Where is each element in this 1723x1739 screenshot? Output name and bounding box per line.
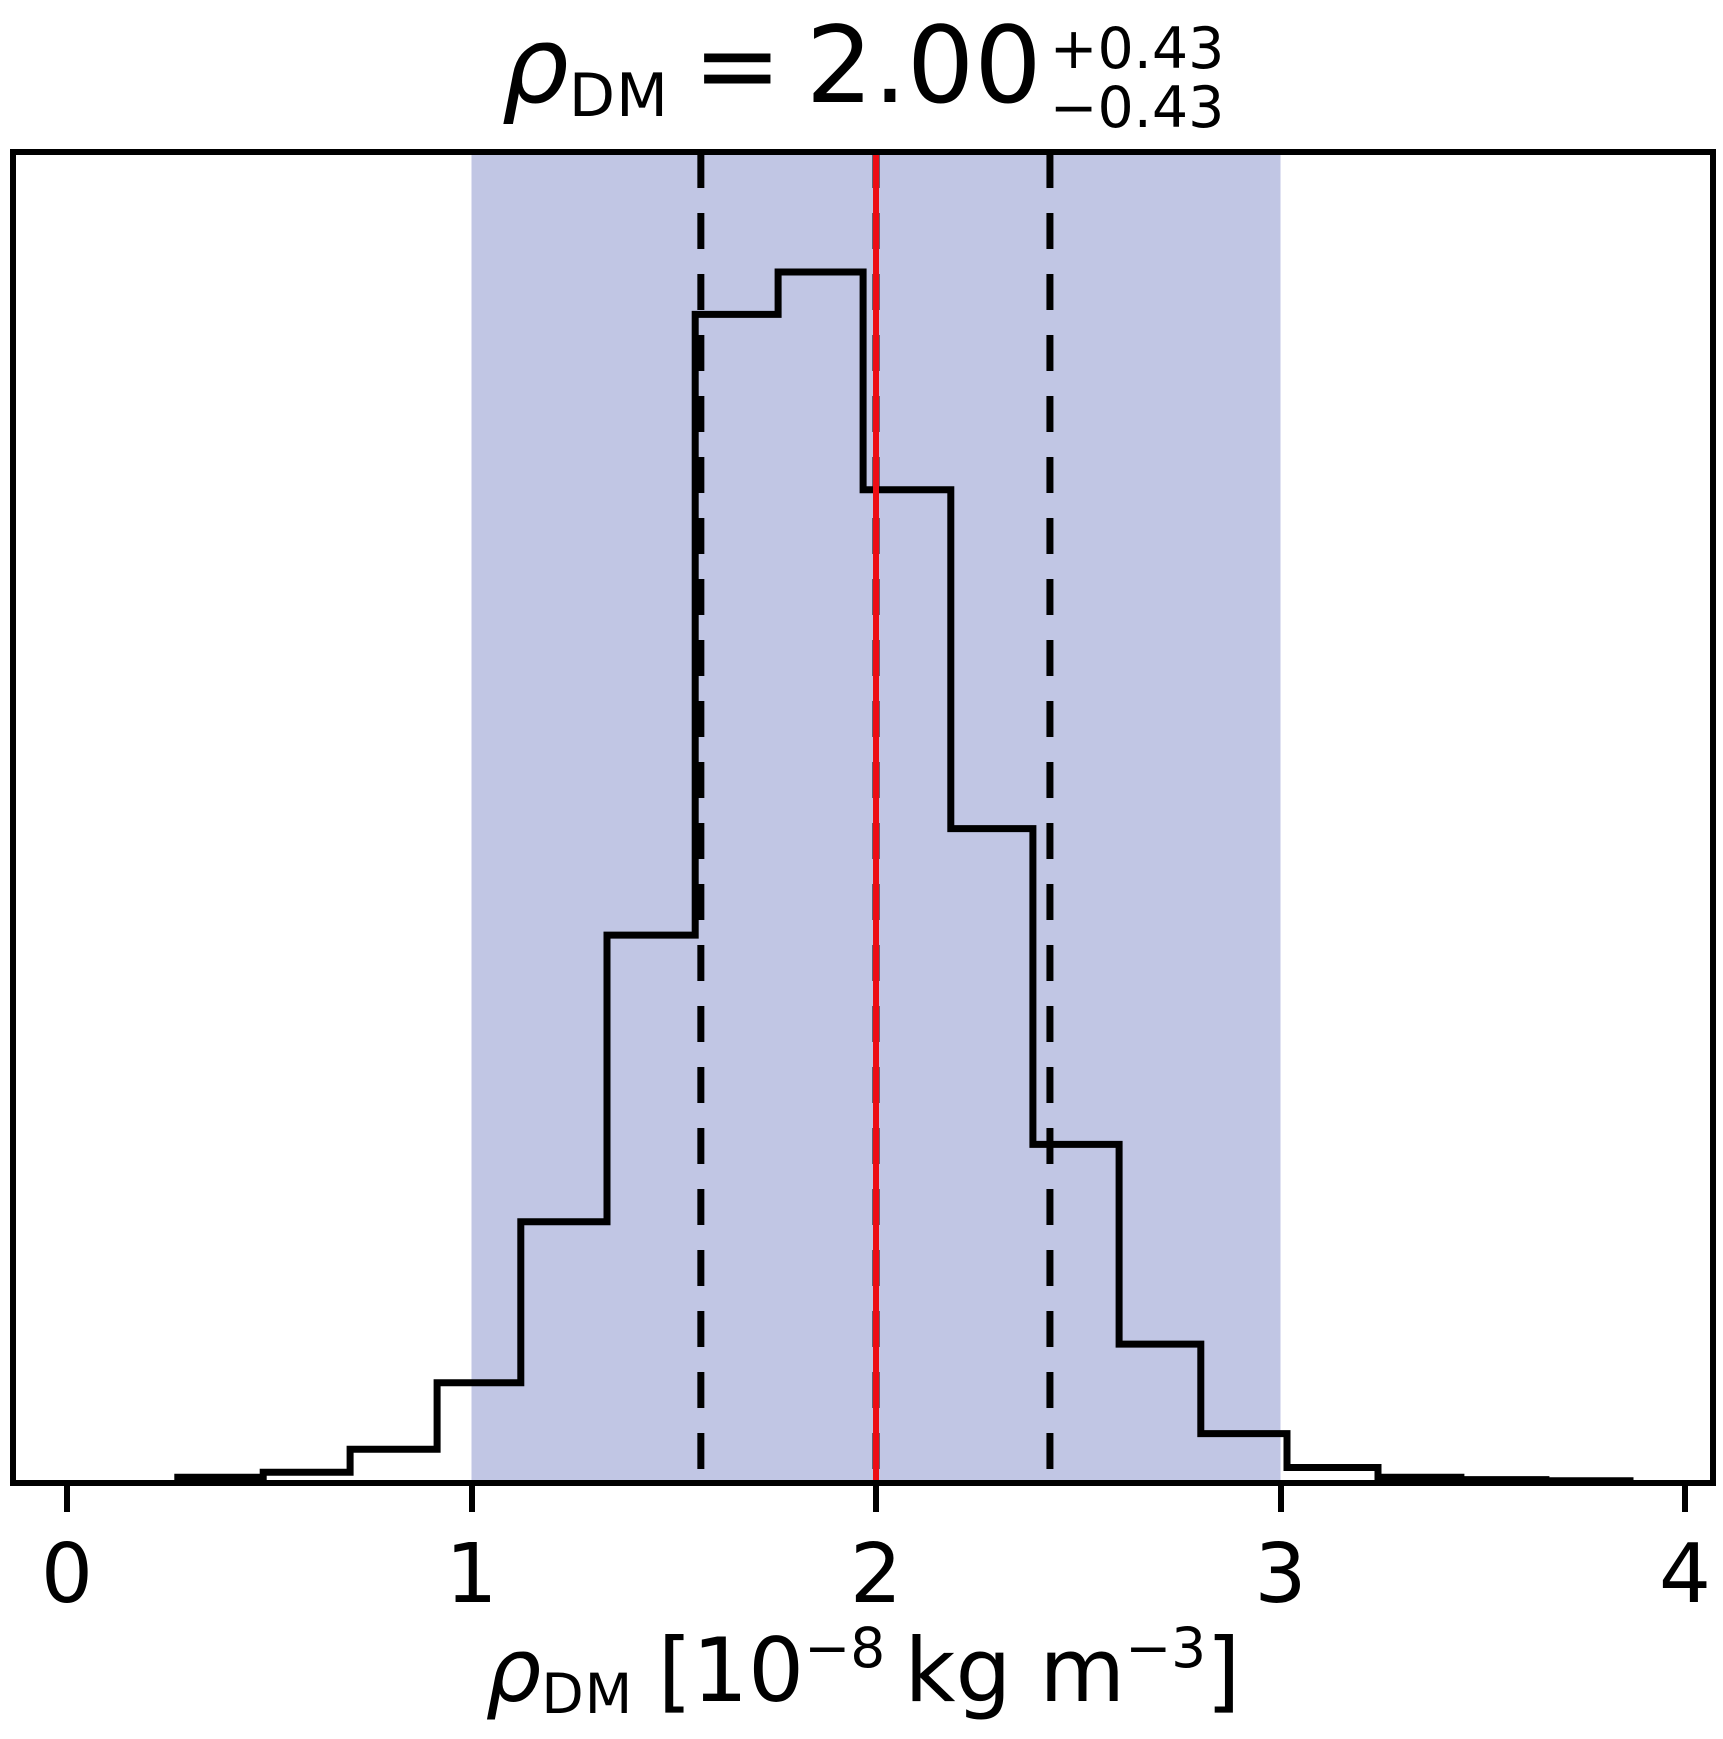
x-tick-mark-4: [1682, 1486, 1688, 1512]
title-value: 2.00: [805, 4, 1042, 127]
title-rho-symbol: ρ: [501, 4, 569, 127]
x-tick-label-4: 4: [1658, 1527, 1712, 1622]
x-tick-mark-1: [468, 1486, 475, 1512]
x-tick-mark-3: [1277, 1486, 1284, 1512]
xlabel-rho-symbol: ρ: [485, 1619, 542, 1722]
xlabel-unit-open: [10: [657, 1619, 805, 1722]
x-tick-mark-2: [873, 1486, 879, 1512]
title-lower-uncertainty: −0.43: [1049, 75, 1225, 142]
x-tick-label-1: 1: [445, 1527, 498, 1622]
title-upper-uncertainty: +0.43: [1049, 16, 1225, 82]
title-main: ρDM = 2.00 +0.43 −0.43: [501, 4, 1225, 138]
plot-area: [174, 152, 1634, 1482]
histogram-step-line: [174, 268, 1634, 1482]
x-tick-mark-0: [64, 1486, 70, 1512]
title-rho-subscript: DM: [568, 61, 669, 131]
xlabel-exponent-2: −3: [1125, 1616, 1207, 1680]
title-uncertainty-stack: +0.43 −0.43: [1049, 16, 1225, 142]
title-equals: =: [692, 4, 782, 127]
xlabel-rho-subscript: DM: [541, 1662, 634, 1726]
xlabel-exponent-1: −8: [804, 1616, 886, 1680]
x-tick-label-2: 2: [849, 1527, 903, 1622]
x-tick-label-3: 3: [1254, 1527, 1307, 1622]
x-tick-label-0: 0: [40, 1527, 94, 1622]
xlabel-unit-close: ]: [1206, 1619, 1241, 1722]
plot-title: ρDM = 2.00 +0.43 −0.43: [502, 0, 1225, 139]
xlabel-unit-mid: kg m: [904, 1619, 1126, 1722]
x-axis-label: ρDM [10−8 kg m−3]: [486, 1618, 1241, 1725]
